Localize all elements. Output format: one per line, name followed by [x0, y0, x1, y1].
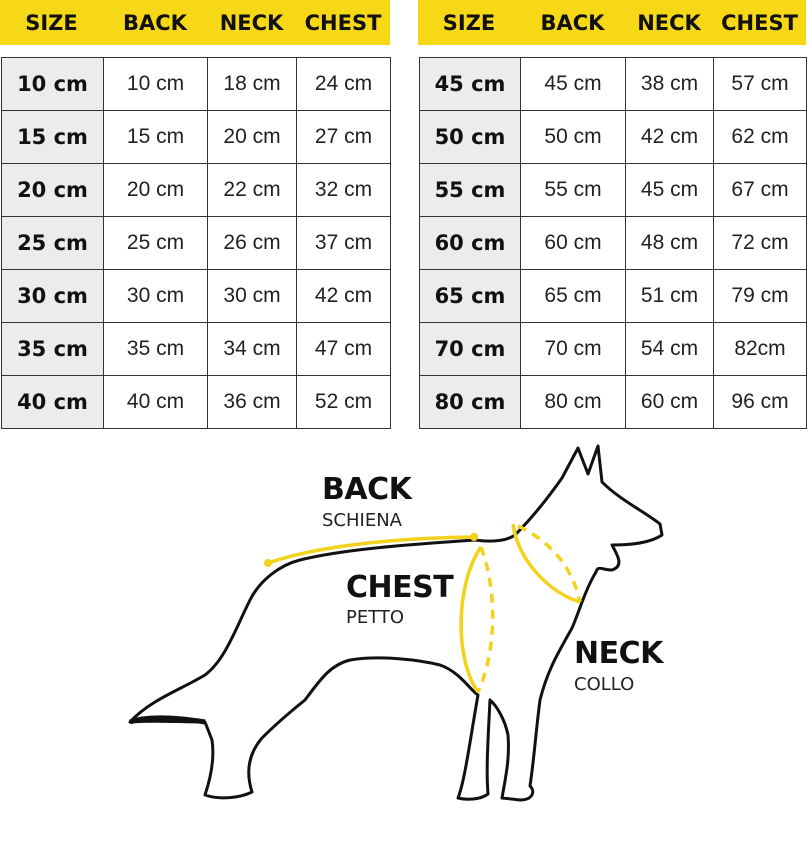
neck-cell: 51 cm — [625, 269, 714, 323]
neck-cell: 30 cm — [207, 269, 297, 323]
chest-cell: 96 cm — [713, 375, 807, 429]
back-measure-line — [267, 535, 475, 565]
header-neck: NECK — [219, 10, 284, 35]
size-cell: 10 cm — [1, 57, 104, 111]
table-row: 80 cm 80 cm 60 cm 96 cm — [419, 375, 807, 429]
chest-cell: 67 cm — [713, 163, 807, 217]
size-cell: 20 cm — [1, 163, 104, 217]
chest-cell: 47 cm — [296, 322, 391, 376]
size-cell: 70 cm — [419, 322, 521, 376]
table-row: 60 cm 60 cm 48 cm 72 cm — [419, 216, 807, 270]
table-row: 15 cm 15 cm 20 cm 27 cm — [1, 110, 391, 164]
chest-cell: 32 cm — [296, 163, 391, 217]
back-measure-start — [264, 559, 272, 567]
back-sublabel: SCHIENA — [322, 510, 402, 531]
neck-cell: 20 cm — [207, 110, 297, 164]
size-cell: 65 cm — [419, 269, 521, 323]
left-size-table: 10 cm 10 cm 18 cm 24 cm 15 cm 15 cm 20 cm 27 cm… — [1, 57, 391, 429]
neck-cell: 34 cm — [207, 322, 297, 376]
chest-sublabel: PETTO — [346, 607, 405, 628]
table-row: 45 cm 45 cm 38 cm 57 cm — [419, 57, 807, 111]
size-cell: 80 cm — [419, 375, 521, 429]
table-row: 25 cm 25 cm 26 cm 37 cm — [1, 216, 391, 270]
tail-fur — [129, 715, 206, 725]
back-cell: 15 cm — [103, 110, 208, 164]
back-cell: 50 cm — [520, 110, 626, 164]
header-neck: NECK — [637, 10, 701, 35]
chest-cell: 42 cm — [296, 269, 391, 323]
chest-label: CHEST — [346, 570, 454, 605]
size-cell: 30 cm — [1, 269, 104, 323]
back-cell: 60 cm — [520, 216, 626, 270]
size-cell: 50 cm — [419, 110, 521, 164]
chest-cell: 52 cm — [296, 375, 391, 429]
table-row: 55 cm 55 cm 45 cm 67 cm — [419, 163, 807, 217]
size-cell: 15 cm — [1, 110, 104, 164]
right-table-header: SIZE BACK NECK CHEST — [418, 0, 806, 45]
chest-cell: 72 cm — [713, 216, 807, 270]
neck-cell: 45 cm — [625, 163, 714, 217]
back-cell: 35 cm — [103, 322, 208, 376]
neck-label: NECK — [574, 636, 663, 671]
back-cell: 40 cm — [103, 375, 208, 429]
back-cell: 45 cm — [520, 57, 626, 111]
chest-cell: 24 cm — [296, 57, 391, 111]
chest-cell: 27 cm — [296, 110, 391, 164]
right-size-table: 45 cm 45 cm 38 cm 57 cm 50 cm 50 cm 42 cm 62 cm… — [419, 57, 807, 429]
table-row: 65 cm 65 cm 51 cm 79 cm — [419, 269, 807, 323]
neck-cell: 38 cm — [625, 57, 714, 111]
size-cell: 25 cm — [1, 216, 104, 270]
header-size: SIZE — [25, 10, 78, 35]
chest-cell: 57 cm — [713, 57, 807, 111]
back-cell: 25 cm — [103, 216, 208, 270]
chest-cell: 79 cm — [713, 269, 807, 323]
size-cell: 60 cm — [419, 216, 521, 270]
neck-measure-back — [517, 524, 582, 603]
chest-measure-front — [459, 546, 483, 694]
header-chest: CHEST — [304, 10, 382, 35]
header-back: BACK — [123, 10, 187, 35]
table-row: 20 cm 20 cm 22 cm 32 cm — [1, 163, 391, 217]
chest-cell: 82cm — [713, 322, 807, 376]
size-cell: 55 cm — [419, 163, 521, 217]
table-row: 40 cm 40 cm 36 cm 52 cm — [1, 375, 391, 429]
back-label: BACK — [322, 472, 412, 507]
neck-cell: 26 cm — [207, 216, 297, 270]
back-measure-end — [470, 533, 478, 541]
neck-cell: 22 cm — [207, 163, 297, 217]
back-cell: 20 cm — [103, 163, 208, 217]
size-cell: 40 cm — [1, 375, 104, 429]
chest-cell: 37 cm — [296, 216, 391, 270]
header-size: SIZE — [442, 10, 496, 35]
chest-measure-back — [476, 546, 495, 693]
neck-sublabel: COLLO — [574, 674, 635, 695]
table-row: 10 cm 10 cm 18 cm 24 cm — [1, 57, 391, 111]
back-cell: 70 cm — [520, 322, 626, 376]
table-row: 35 cm 35 cm 34 cm 47 cm — [1, 322, 391, 376]
back-cell: 80 cm — [520, 375, 626, 429]
table-row: 70 cm 70 cm 54 cm 82cm — [419, 322, 807, 376]
header-chest: CHEST — [721, 10, 798, 35]
neck-cell: 60 cm — [625, 375, 714, 429]
table-row: 30 cm 30 cm 30 cm 42 cm — [1, 269, 391, 323]
neck-measure-front — [511, 523, 581, 604]
header-back: BACK — [540, 10, 605, 35]
left-table-header: SIZE BACK NECK CHEST — [0, 0, 390, 45]
size-cell: 45 cm — [419, 57, 521, 111]
